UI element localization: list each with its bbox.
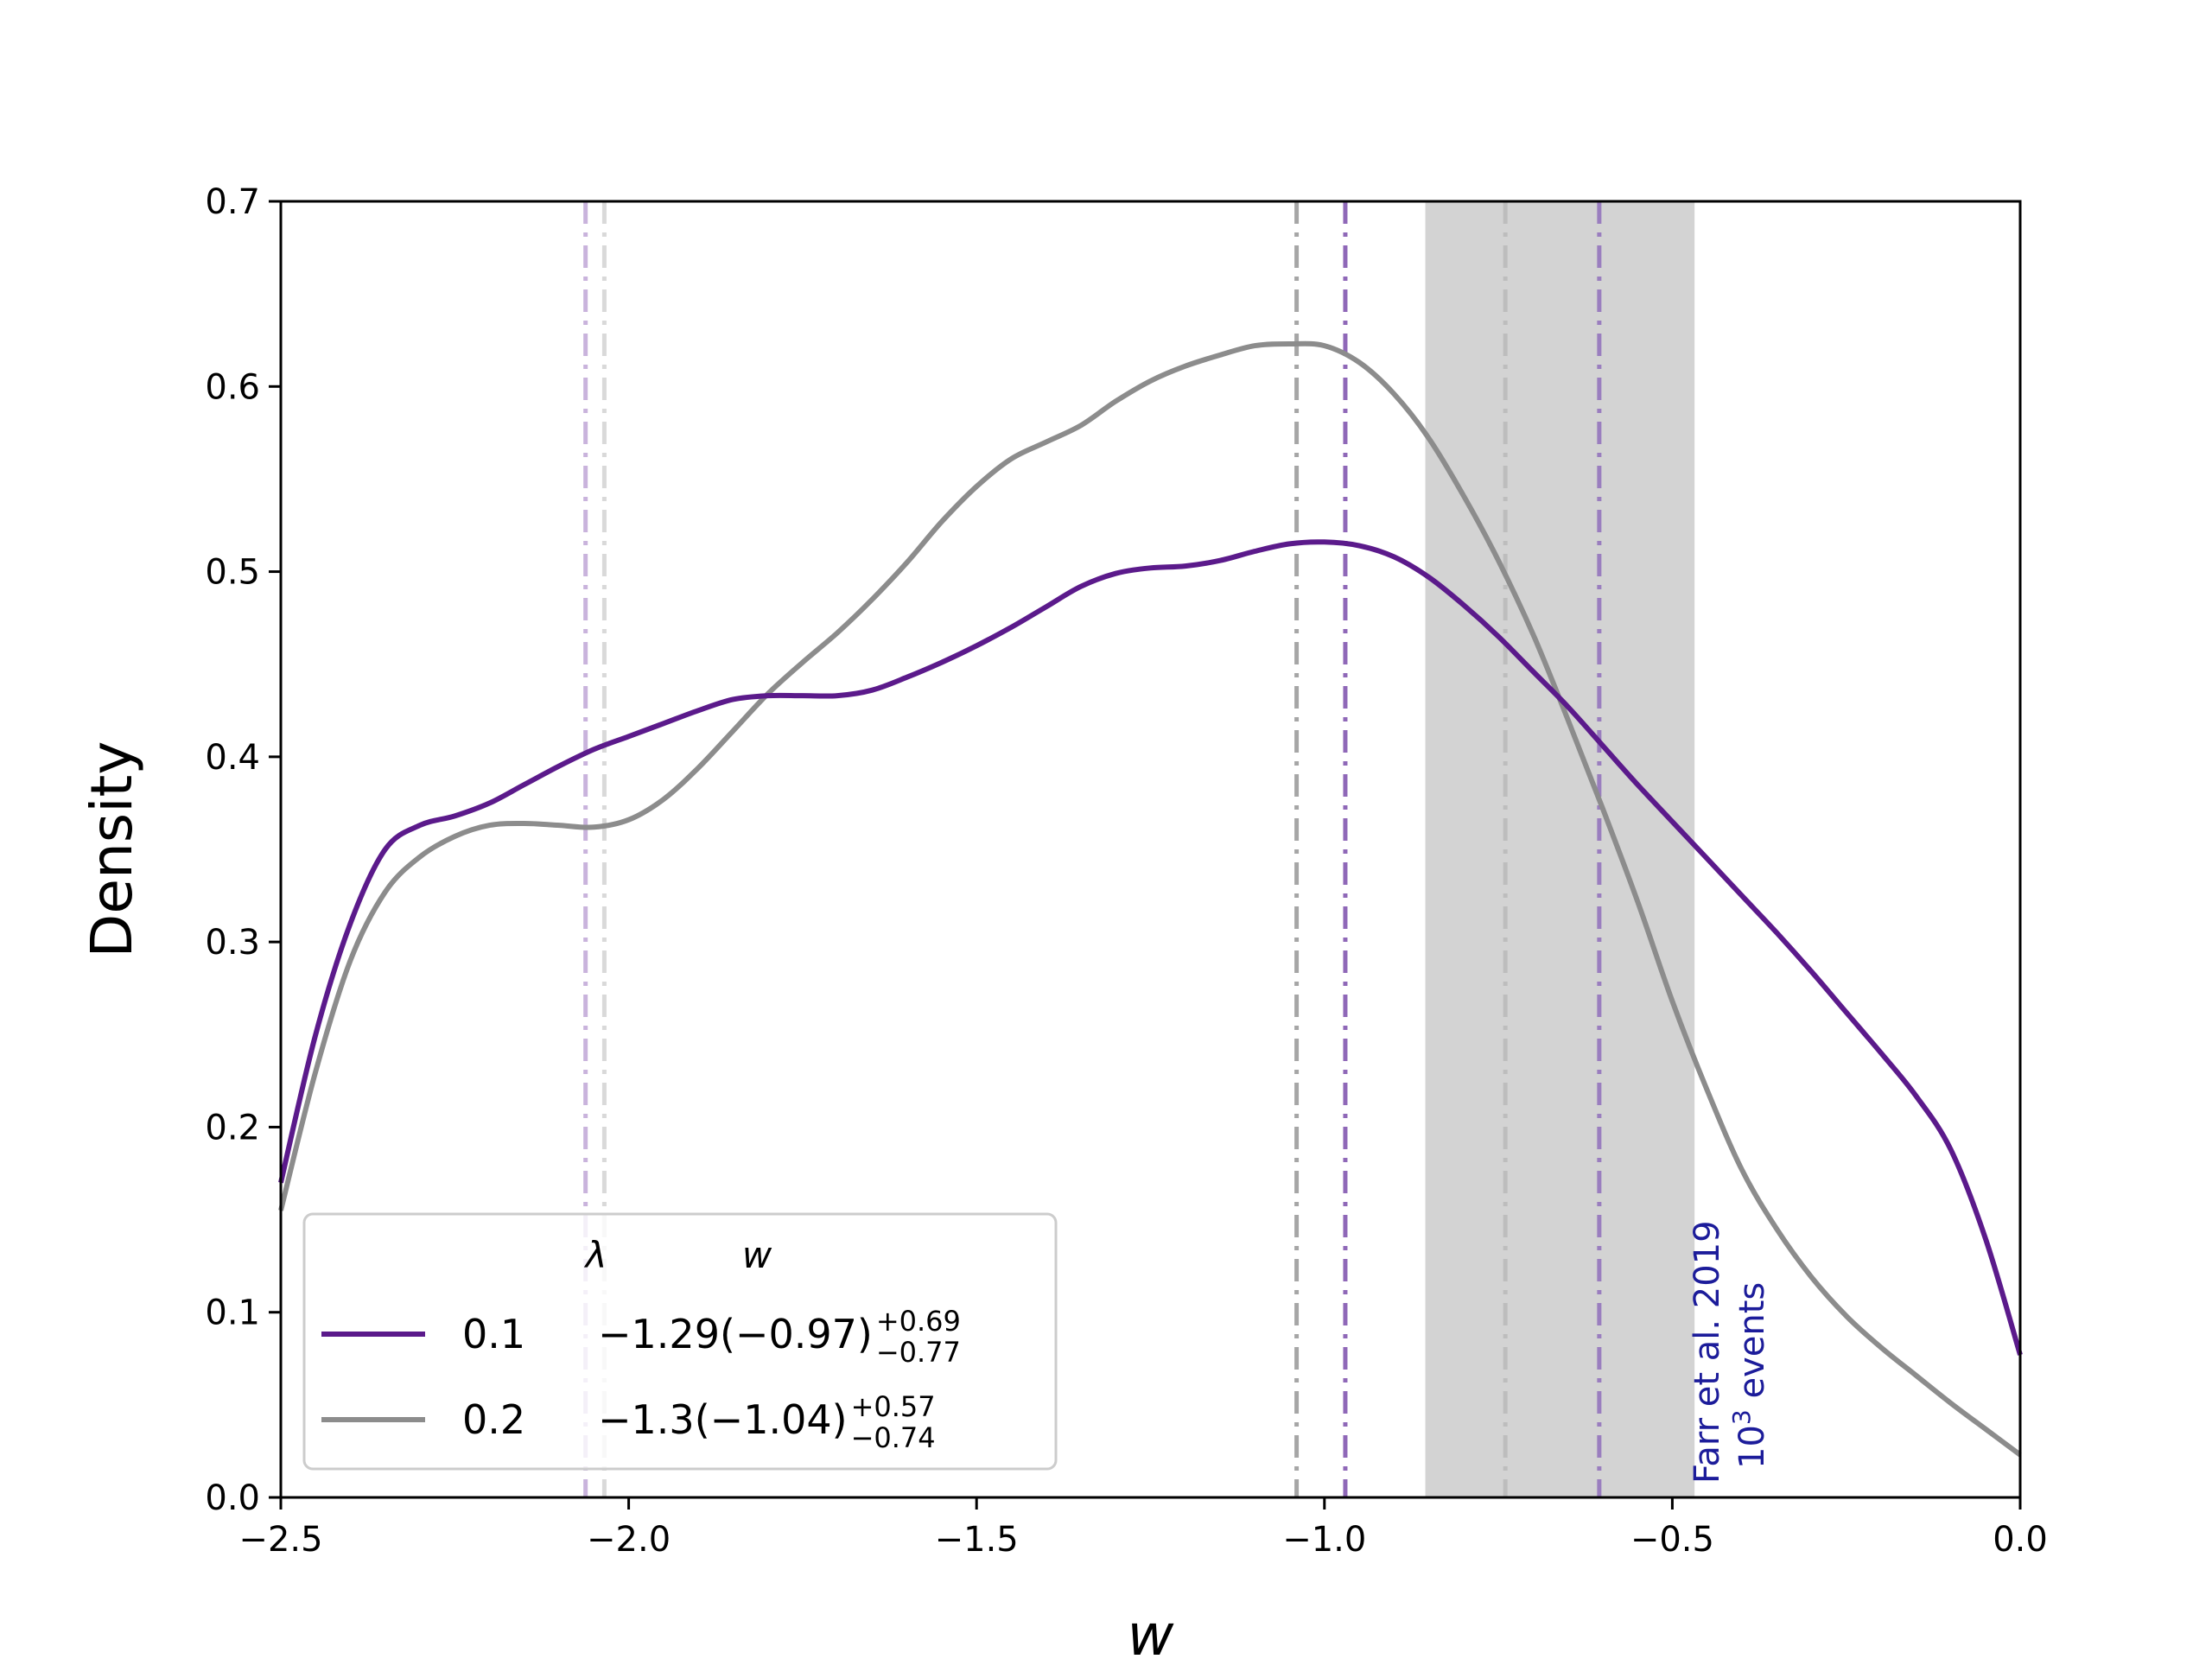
axes: −2.5 −2.0 −1.5 −1.0 −0.5 0.0 0.0 0.1 0.2 0.3 0.4 0.… [79,182,2048,1659]
legend-w-upper-0.2: +0.57 [851,1390,936,1423]
annotation-events: 103 events [1727,1282,1772,1469]
annotation-source: Farr et al. 2019 [1688,1220,1727,1484]
legend-w-0.2: −1.3(−1.04) [598,1396,848,1443]
annotation-events-label: events [1732,1282,1772,1409]
x-tick-label-4: −0.5 [1630,1520,1714,1560]
y-tick-label-2: 0.2 [205,1108,260,1147]
legend-w-upper-0.1: +0.69 [876,1305,961,1338]
legend-w-0.1: −1.29(−0.97) [598,1311,873,1357]
legend-lambda-0.1: 0.1 [462,1311,525,1357]
y-tick-label-4: 0.4 [205,738,260,778]
legend-box [302,1212,1058,1471]
annotation-events-base: 10 [1732,1425,1772,1469]
x-axis-label: w [1128,1602,1175,1659]
shaded-band [1425,201,1695,1497]
legend-w-lower-0.2: −0.74 [851,1421,936,1454]
plot-area: Farr et al. 2019 103 events [278,201,2023,1497]
x-tick-label-2: −1.5 [935,1520,1019,1560]
y-axis-label: Density [79,741,145,958]
series-line-0.2 [278,340,2022,1458]
x-tick-label-0: −2.5 [238,1520,322,1560]
y-tick-label-3: 0.3 [205,923,260,963]
y-tick-label-0: 0.0 [205,1478,260,1518]
legend-lambda-0.2: 0.2 [462,1396,525,1443]
x-tick-label-5: 0.0 [1993,1520,2048,1560]
y-tick-label-1: 0.1 [205,1294,260,1333]
legend-w-lower-0.1: −0.77 [876,1336,961,1369]
y-tick-label-5: 0.5 [205,553,260,593]
legend-header-w: w [742,1234,772,1276]
axes-frame [279,200,2022,1499]
x-tick-label-1: −2.0 [587,1520,671,1560]
series-line-0.1 [278,539,2023,1356]
annotation-events-exponent: 3 [1727,1409,1756,1425]
x-tick-label-3: −1.0 [1282,1520,1366,1560]
y-tick-label-7: 0.7 [205,182,260,222]
legend: λ w 0.1 −1.29(−0.97) +0.69−0.77 0.2 −1.3(−1.04… [302,1212,1058,1471]
y-tick-label-6: 0.6 [205,367,260,407]
legend-header-lambda: λ [584,1234,607,1276]
